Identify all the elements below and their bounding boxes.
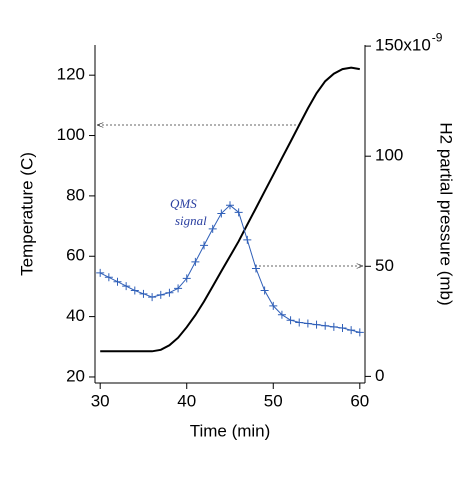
- data-marker: [303, 319, 312, 328]
- y2-tick-label: 0: [375, 366, 384, 385]
- data-marker: [286, 316, 295, 325]
- data-marker: [329, 322, 338, 331]
- data-marker: [217, 209, 226, 218]
- data-marker: [321, 321, 330, 330]
- data-marker: [156, 290, 165, 299]
- data-marker: [182, 274, 191, 283]
- data-marker: [122, 282, 131, 291]
- y-tick-label: 60: [66, 246, 85, 265]
- data-marker: [355, 328, 364, 337]
- y-tick-label: 120: [57, 65, 85, 84]
- data-marker: [260, 286, 269, 295]
- data-marker: [130, 286, 139, 295]
- y2-exponent: -9: [432, 30, 443, 44]
- data-marker: [312, 320, 321, 329]
- y2-tick-label: 50: [375, 256, 394, 275]
- data-marker: [148, 293, 157, 302]
- y2-tick-label: 150x10: [375, 36, 431, 55]
- data-marker: [165, 288, 174, 297]
- data-marker: [96, 268, 105, 277]
- data-marker: [139, 289, 148, 298]
- y-tick-label: 40: [66, 306, 85, 325]
- x-tick-label: 40: [177, 391, 196, 410]
- data-marker: [277, 310, 286, 319]
- x-tick-label: 60: [350, 391, 369, 410]
- y-tick-label: 20: [66, 366, 85, 385]
- y-tick-label: 100: [57, 125, 85, 144]
- y-tick-label: 80: [66, 185, 85, 204]
- data-line: [100, 66, 360, 353]
- data-marker: [234, 208, 243, 217]
- data-marker: [191, 257, 200, 266]
- data-marker: [226, 201, 234, 210]
- data-marker: [113, 277, 122, 286]
- data-marker: [347, 326, 356, 335]
- data-marker: [243, 235, 252, 244]
- data-marker: [251, 264, 260, 273]
- data-marker: [174, 284, 183, 293]
- data-marker: [104, 273, 113, 282]
- data-marker: [295, 318, 304, 327]
- y2-tick-label: 100: [375, 146, 403, 165]
- y-axis-label: Temperature (C): [17, 152, 36, 276]
- x-axis-label: Time (min): [190, 421, 271, 440]
- y2-axis-label: H2 partial pressure (mb): [437, 122, 456, 305]
- annotation: QMS: [170, 196, 197, 211]
- data-marker: [200, 241, 209, 250]
- annotation: signal: [175, 213, 207, 228]
- data-marker: [338, 323, 347, 332]
- data-line: [99, 204, 360, 333]
- x-tick-label: 30: [91, 391, 110, 410]
- x-tick-label: 50: [264, 391, 283, 410]
- data-marker: [269, 301, 278, 310]
- data-marker: [208, 224, 217, 233]
